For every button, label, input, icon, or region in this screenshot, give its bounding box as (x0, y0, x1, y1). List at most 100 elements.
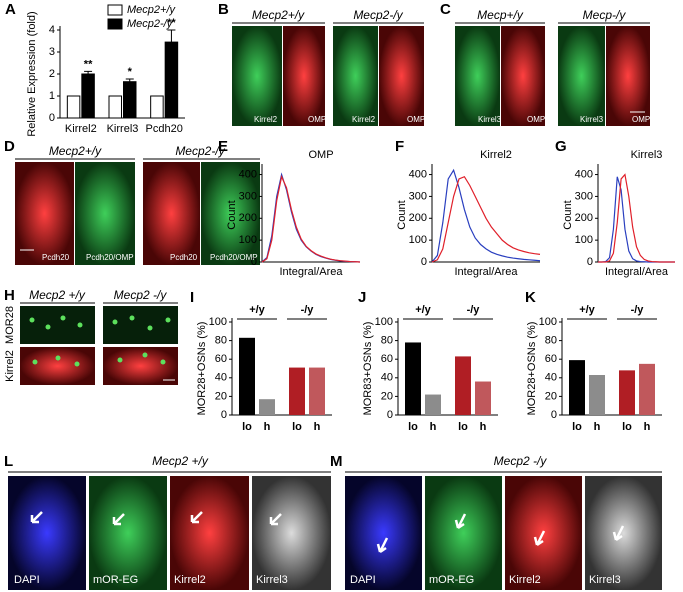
bar (259, 399, 275, 415)
micrograph (283, 26, 325, 126)
panel-letter: G (555, 138, 567, 155)
header: Mecp2 +/y (29, 288, 86, 302)
bar (309, 367, 325, 415)
image-label: OMP (308, 115, 326, 124)
panel-letter: D (4, 138, 15, 155)
legend-label: Mecp2-/y (127, 18, 174, 30)
y-tick-label: 80 (215, 335, 227, 347)
micrograph (252, 476, 331, 590)
x-tick-label: Kirrel2 (65, 123, 97, 135)
y-tick-label: 20 (215, 390, 227, 402)
image-label: Kirrel2 (352, 115, 376, 124)
bar (123, 81, 137, 119)
histogram-line (261, 174, 361, 263)
group-label: +/y (415, 304, 431, 316)
panel-letter: C (440, 1, 451, 18)
y-tick-label: 100 (409, 234, 427, 246)
x-tick-label: lo (408, 421, 418, 433)
y-tick-label: 1 (49, 90, 55, 102)
x-tick-label: h (480, 421, 487, 433)
panel-b: B Mecp2+/y Mecp2-/y Kirrel2 OMP Kirrel2 … (218, 1, 425, 126)
cells (29, 315, 171, 367)
x-tick-label: lo (242, 421, 252, 433)
y-tick-label: 2 (49, 68, 55, 80)
panel-letter: F (395, 138, 404, 155)
x-tick-label: h (644, 421, 651, 433)
image-label: Pcdh20/OMP (86, 253, 134, 262)
micrograph (585, 476, 662, 590)
y-tick-label: 80 (381, 335, 393, 347)
histogram-line (431, 175, 541, 263)
y-axis-label: Count (226, 200, 238, 229)
annotation: ** (167, 17, 176, 29)
image-label: mOR-EG (429, 574, 474, 586)
micrograph (232, 26, 282, 126)
group-label: +/y (249, 304, 265, 316)
x-tick-label: h (430, 421, 437, 433)
y-tick-label: 100 (239, 234, 257, 246)
image-label: OMP (407, 115, 425, 124)
group-label: +/y (579, 304, 595, 316)
image-label: OMP (527, 115, 545, 124)
y-axis-label: MOR83+OSNs (%) (362, 322, 374, 416)
y-tick-label: 3 (49, 46, 55, 58)
bar (475, 381, 491, 415)
y-tick-label: 40 (381, 372, 393, 384)
panel-h: H Mecp2 +/y Mecp2 -/y MOR28 Kirrel2 (4, 287, 178, 385)
panel-letter: H (4, 287, 15, 304)
y-tick-label: 0 (251, 256, 257, 268)
bar (589, 375, 605, 415)
header: Mecp2+/y (252, 8, 305, 22)
bar (425, 394, 441, 415)
y-tick-label: 0 (587, 256, 593, 268)
annotation: ** (84, 58, 93, 70)
x-axis-label: Integral/Area (455, 266, 519, 278)
y-tick-label: 100 (575, 234, 593, 246)
x-axis-label: Integral/Area (605, 266, 669, 278)
y-axis-label: MOR28+OSNs (%) (526, 322, 538, 416)
annotation: * (128, 66, 133, 78)
micrograph (425, 476, 502, 590)
image-label: Kirrel3 (478, 115, 502, 124)
panel-c: C Mecp+/y Mecp-/y Kirrel3 OMP Kirrel3 OM… (440, 1, 650, 126)
arrows (376, 513, 625, 554)
y-axis-label: Relative Expression (fold) (26, 11, 38, 136)
image-label: Kirrel2 (254, 115, 278, 124)
y-tick-label: 0 (551, 409, 557, 421)
image-label: DAPI (14, 574, 40, 586)
x-tick-label: lo (572, 421, 582, 433)
header: Mecp2 -/y (494, 454, 548, 468)
panel-letter: M (330, 453, 343, 470)
x-tick-label: h (264, 421, 271, 433)
y-axis-label: Count (562, 200, 574, 229)
micrograph (89, 476, 167, 590)
image-label: Kirrel3 (580, 115, 604, 124)
chart-title: Kirrel3 (631, 149, 663, 161)
x-tick-label: Kirrel3 (107, 123, 139, 135)
bar (569, 360, 585, 415)
panel-letter: I (190, 289, 194, 306)
histogram-line (261, 172, 361, 263)
y-tick-label: 40 (545, 372, 557, 384)
image-label: Pcdh20/OMP (210, 253, 258, 262)
micrograph (103, 347, 178, 385)
image-label: Kirrel2 (174, 574, 206, 586)
y-tick-label: 200 (239, 212, 257, 224)
y-tick-label: 200 (575, 212, 593, 224)
image-label: Kirrel2 (509, 574, 541, 586)
row-label: MOR28 (4, 306, 16, 344)
panel-l: L Mecp2 +/y DAPI mOR-EG Kirrel2 Kirrel3 (4, 453, 331, 590)
bar (164, 41, 179, 119)
panel-letter: L (4, 453, 13, 470)
image-label: OMP (632, 115, 650, 124)
panel-letter: J (358, 289, 366, 306)
panel-m: M Mecp2 -/y DAPI mOR-EG Kirrel2 Kirrel3 (330, 453, 662, 590)
group-label: -/y (467, 304, 481, 316)
header: Mecp2-/y (175, 144, 225, 158)
bar (81, 73, 95, 119)
group-label: -/y (631, 304, 645, 316)
y-tick-label: 300 (575, 190, 593, 202)
histogram-line (431, 168, 541, 263)
panel-letter: E (218, 138, 228, 155)
